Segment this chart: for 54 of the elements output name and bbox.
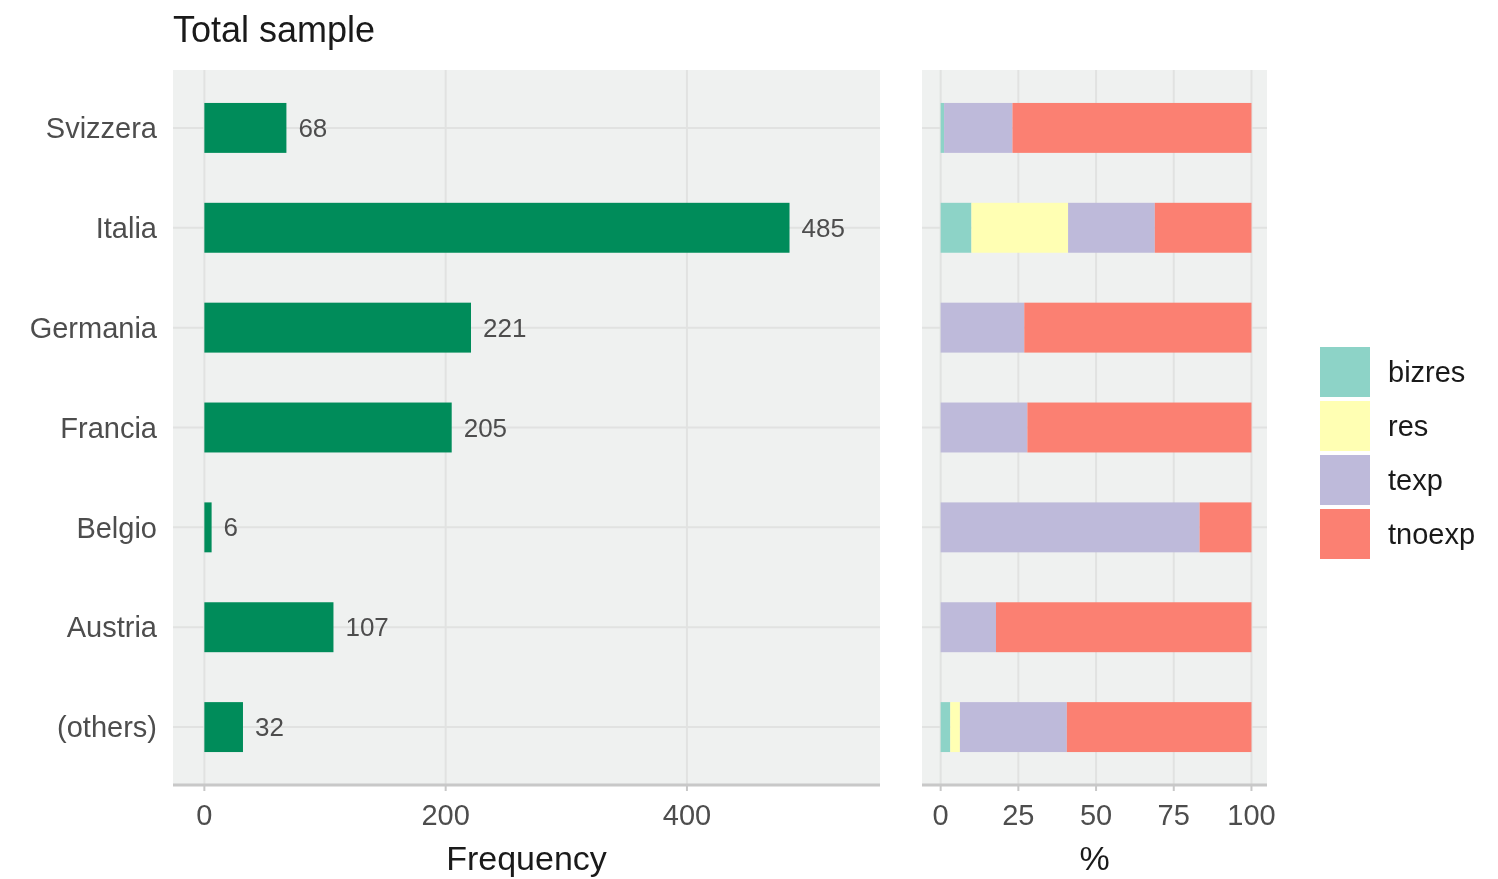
bar [204, 502, 212, 553]
data-label: 68 [298, 113, 328, 144]
y-tick-label: Austria [66, 611, 158, 644]
bar [940, 602, 996, 653]
bar [995, 602, 1252, 653]
y-tick-label: Belgio [76, 511, 157, 544]
y-tick-label: Svizzera [45, 112, 158, 145]
x-tick-label: 0 [932, 799, 949, 831]
bar [940, 702, 951, 753]
bar [204, 102, 287, 153]
legend-label: texp [1388, 464, 1443, 497]
y-tick-label: Francia [60, 411, 158, 444]
bar [204, 302, 471, 353]
bar [1024, 302, 1252, 353]
bar [1027, 402, 1252, 453]
x-tick-label: 25 [1002, 799, 1035, 831]
bar [940, 202, 972, 253]
x-axis-title: % [1079, 839, 1110, 877]
x-tick-label: 400 [662, 799, 712, 831]
bar [959, 702, 1067, 753]
bar [204, 202, 790, 253]
bar [971, 202, 1069, 253]
bar [950, 702, 960, 753]
legend-label: res [1388, 410, 1429, 443]
x-tick-label: 0 [196, 799, 213, 831]
bar [1012, 102, 1252, 153]
data-label: 205 [463, 412, 508, 443]
bar [944, 102, 1013, 153]
bar [1066, 702, 1252, 753]
x-axis-title: Frequency [446, 839, 607, 877]
data-label: 32 [254, 712, 284, 743]
chart-title: Total sample [173, 9, 376, 50]
bar [940, 302, 1025, 353]
bar [1199, 502, 1252, 553]
y-tick-label: (others) [57, 711, 157, 744]
x-tick-label: 200 [421, 799, 470, 831]
bar [940, 502, 1200, 553]
bar [204, 602, 334, 653]
y-tick-label: Italia [95, 211, 158, 244]
x-tick-label: 50 [1079, 799, 1113, 831]
x-tick-label: 75 [1157, 799, 1190, 831]
bar [940, 402, 1028, 453]
legend-label: bizres [1388, 356, 1466, 389]
x-tick-label: 100 [1227, 799, 1276, 831]
bar [204, 402, 452, 453]
bar [204, 702, 243, 753]
y-tick-label: Germania [29, 311, 158, 344]
data-label: 485 [801, 212, 845, 243]
bar [1154, 202, 1252, 253]
bar [1068, 202, 1155, 253]
legend-label: tnoexp [1388, 518, 1476, 551]
data-label: 6 [223, 512, 239, 543]
data-label: 107 [345, 612, 389, 643]
data-label: 221 [483, 312, 527, 343]
